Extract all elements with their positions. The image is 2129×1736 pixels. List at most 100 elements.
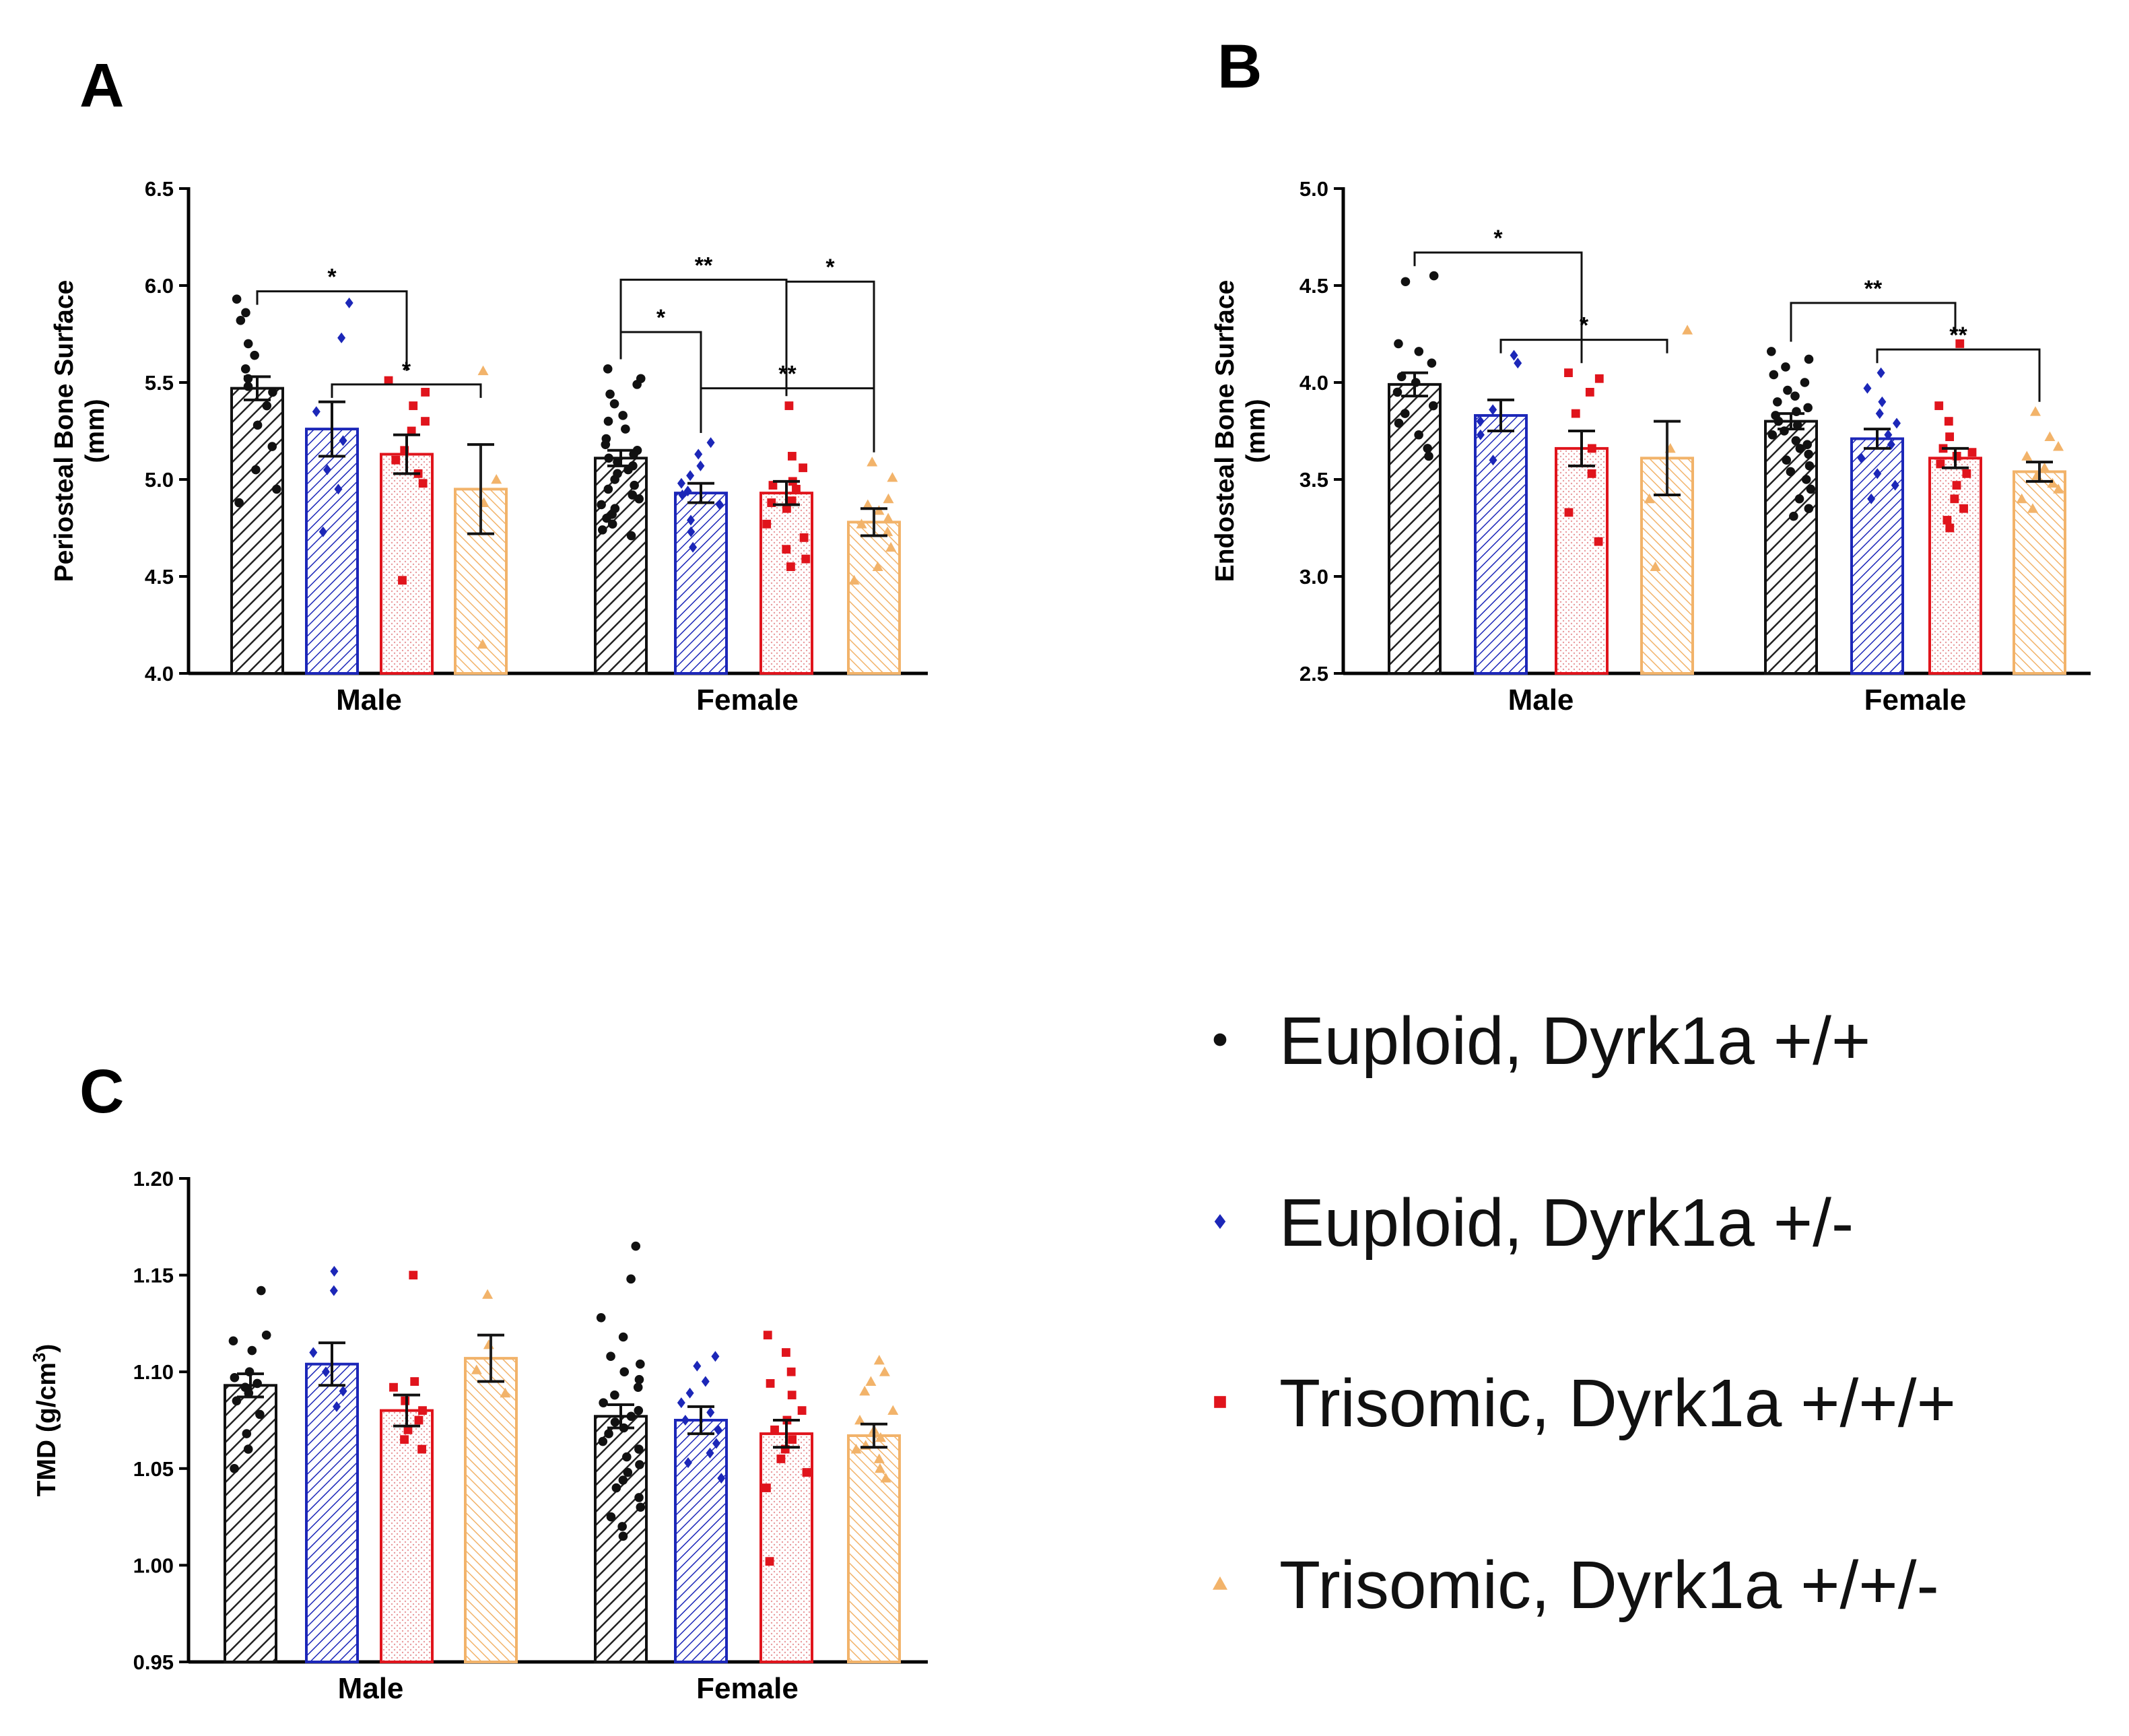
data-point [409, 1271, 418, 1279]
data-point [693, 1360, 702, 1372]
data-point [623, 465, 633, 475]
data-point [230, 1373, 240, 1382]
data-point [236, 316, 246, 325]
data-point [410, 1377, 419, 1386]
data-point [400, 1435, 409, 1444]
data-point [1767, 347, 1776, 356]
data-point [482, 1289, 494, 1299]
data-point [634, 1493, 644, 1502]
data-point [421, 417, 430, 426]
data-point [1429, 271, 1439, 281]
data-point [883, 493, 894, 504]
data-point [334, 483, 343, 495]
data-point [887, 472, 898, 482]
data-point [883, 512, 894, 523]
data-point [247, 1345, 257, 1356]
data-point [634, 1374, 644, 1384]
legend-label: Trisomic, Dyrk1a +/+/+ [1279, 1366, 1956, 1441]
data-point [604, 1429, 613, 1438]
data-point [477, 365, 489, 376]
data-point [766, 1379, 775, 1388]
bar [380, 453, 434, 675]
y-tick-label: 0.95 [133, 1650, 174, 1674]
data-point [318, 526, 327, 537]
data-point [865, 1376, 877, 1386]
data-point [610, 1417, 620, 1427]
data-point [2016, 493, 2027, 504]
data-point [799, 533, 809, 542]
data-point [681, 1415, 689, 1426]
data-point [762, 1483, 771, 1492]
data-point [240, 364, 250, 374]
data-point [776, 1455, 786, 1463]
data-point [1400, 409, 1410, 418]
data-point [787, 496, 797, 506]
data-point [873, 1354, 885, 1365]
data-point [241, 308, 250, 318]
data-point [1873, 468, 1882, 479]
data-point [1802, 440, 1813, 449]
data-point [626, 531, 636, 541]
significance-bracket [1876, 348, 2041, 402]
significance-label: ** [1949, 323, 1967, 348]
data-point [601, 440, 611, 449]
significance-label: * [402, 358, 411, 383]
data-point [232, 1396, 242, 1406]
data-point [2047, 477, 2058, 488]
data-point [618, 411, 628, 420]
data-point [339, 435, 347, 446]
data-point [1414, 347, 1424, 356]
y-tick-label: 1.00 [133, 1554, 174, 1577]
data-point [711, 1351, 720, 1362]
data-point [617, 1522, 627, 1531]
data-point [243, 381, 253, 391]
data-point [632, 380, 642, 389]
data-point [802, 1468, 811, 1477]
y-tick-label: 4.0 [1299, 371, 1328, 395]
data-point [629, 449, 638, 459]
data-point [1803, 403, 1813, 413]
data-point [257, 1286, 266, 1296]
panel-b: B 2.5 3.0 3.5 4.0 4.5 5.0 Endosteal Bone Surfac… [1211, 32, 2091, 716]
bar [2013, 470, 2066, 675]
bar [305, 428, 359, 675]
data-point [596, 1312, 606, 1323]
x-category-label: Male [338, 1672, 404, 1705]
data-point [1767, 430, 1778, 440]
y-tick-label: 5.0 [1299, 177, 1328, 201]
data-point [618, 1531, 628, 1541]
y-tick-label: 1.05 [133, 1457, 174, 1481]
significance-label: ** [1864, 276, 1883, 302]
data-point [1392, 387, 1403, 397]
y-axis-unit-label: (mm) [1242, 399, 1271, 463]
data-point [384, 376, 393, 385]
data-point [1934, 401, 1944, 410]
y-tick-label: 1.10 [133, 1360, 174, 1384]
y-tick-label: 4.5 [145, 565, 174, 589]
data-point [701, 1376, 710, 1387]
y-tick-label: 5.0 [145, 468, 174, 492]
data-point [1891, 479, 1899, 491]
data-point [856, 519, 867, 529]
data-point [872, 561, 883, 571]
data-point [1587, 469, 1596, 478]
data-point [706, 1447, 714, 1459]
data-point [1804, 461, 1815, 471]
data-point [2027, 503, 2038, 513]
data-point [687, 514, 696, 526]
data-point [622, 1452, 632, 1462]
y-tick-label: 1.15 [133, 1264, 174, 1288]
data-point [683, 1457, 692, 1469]
data-point [272, 484, 281, 494]
data-point [626, 1411, 636, 1422]
data-point [862, 499, 873, 509]
data-point [634, 1444, 644, 1454]
significance-label: * [825, 255, 835, 280]
data-point [694, 448, 703, 460]
data-point [1588, 444, 1596, 453]
data-point [403, 1425, 413, 1434]
legend: Euploid, Dyrk1a +/+ Euploid, Dyrk1a +/- Tr… [1213, 1003, 1956, 1623]
data-point [618, 1475, 628, 1485]
data-point [243, 339, 253, 349]
data-point [879, 1366, 890, 1376]
